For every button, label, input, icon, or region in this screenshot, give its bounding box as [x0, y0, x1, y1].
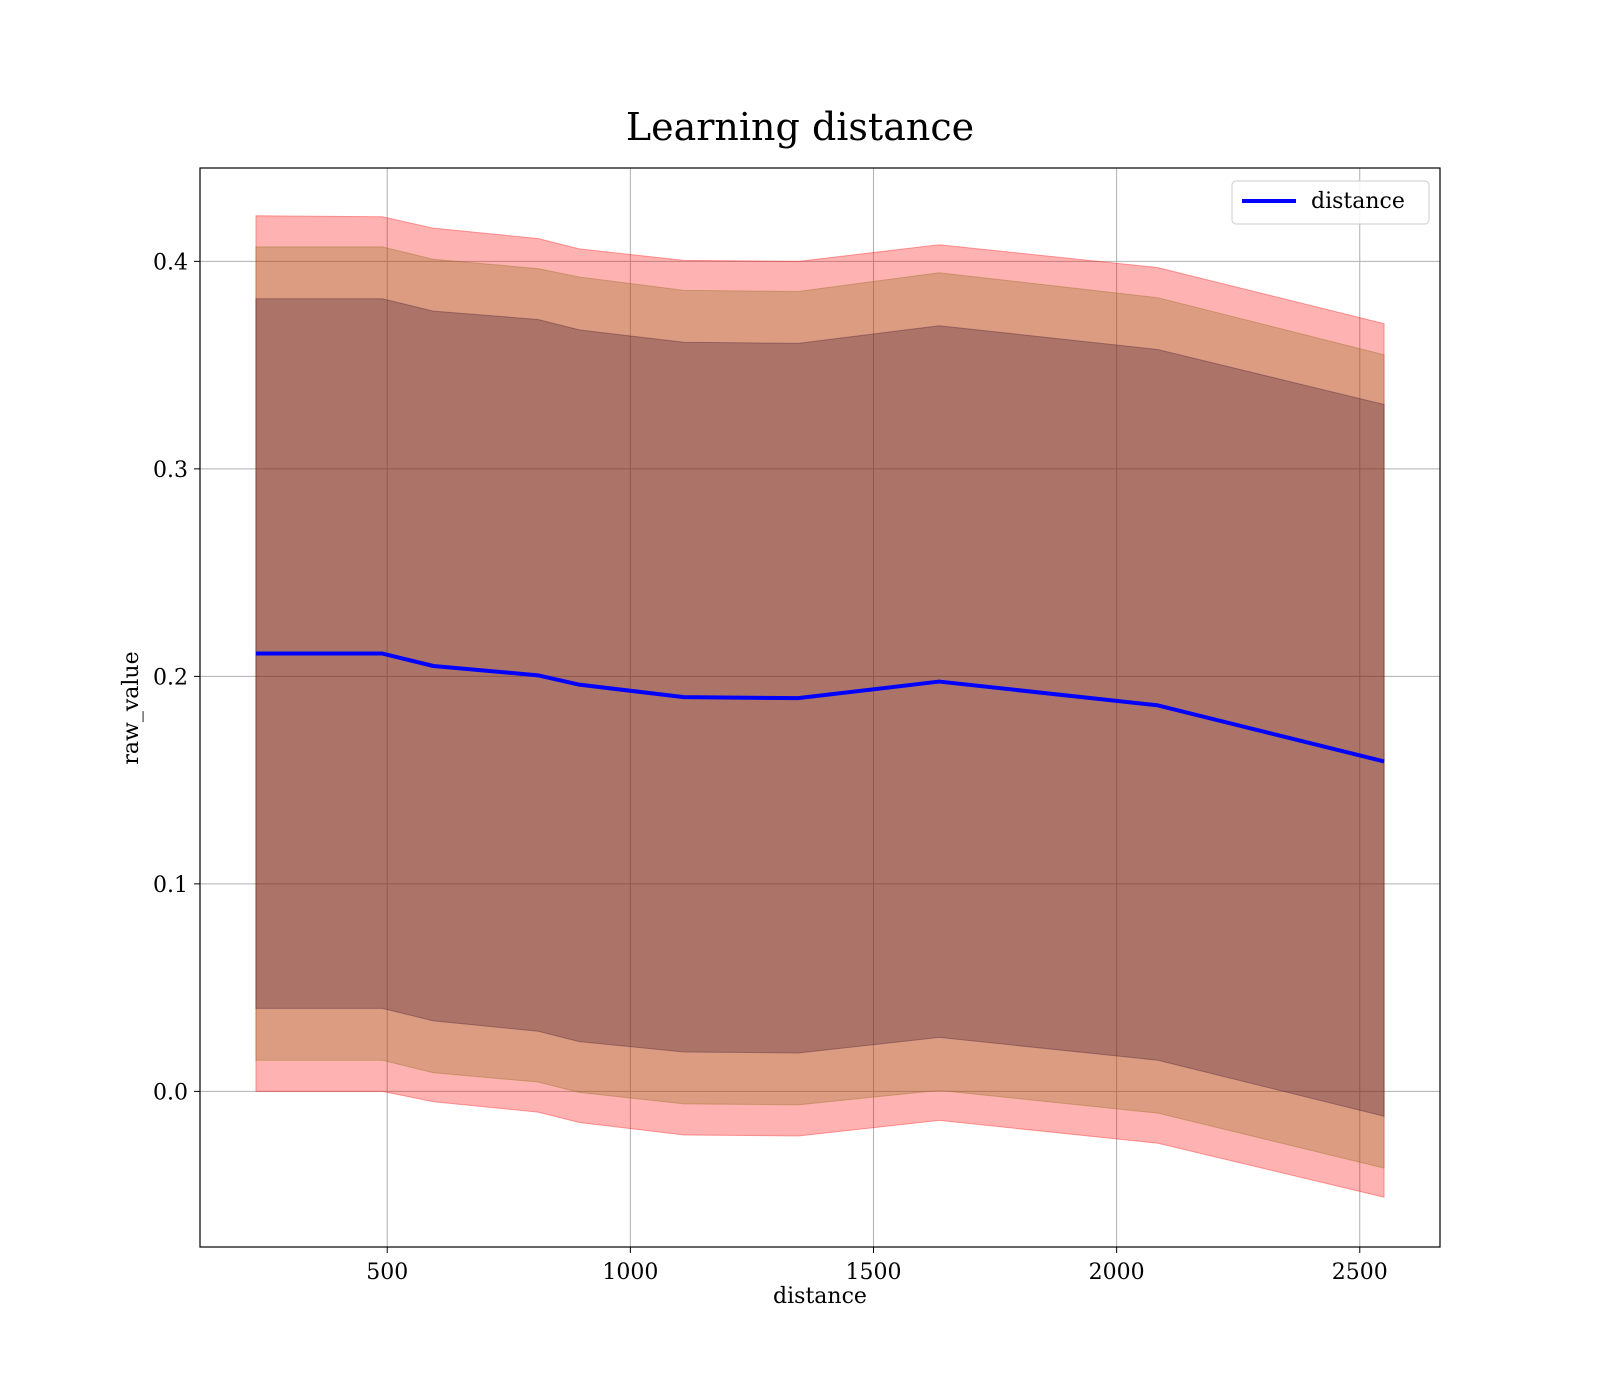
series-lines	[255, 651, 1385, 764]
legend-entry-distance: distance	[1311, 189, 1405, 214]
y-tick-label: 0.4	[153, 250, 188, 275]
plot-frame	[199, 167, 1441, 1248]
band-mid	[255, 246, 1385, 1169]
confidence-bands	[255, 215, 1385, 1198]
series-line-distance	[255, 651, 1385, 764]
x-tick-label: 2000	[1089, 1260, 1145, 1285]
x-tick-label: 500	[366, 1260, 408, 1285]
y-tick-label: 0.2	[153, 665, 188, 690]
y-tick-label: 0.1	[153, 873, 188, 898]
x-tick-label: 2500	[1332, 1260, 1388, 1285]
y-axis-label: raw_value	[119, 651, 144, 764]
y-tick-label: 0.0	[153, 1080, 188, 1105]
x-axis-ticks: 500 1000 1500 2000 2500	[366, 1247, 1388, 1285]
x-tick-label: 1500	[845, 1260, 901, 1285]
x-tick-label: 1000	[602, 1260, 658, 1285]
grid-lines	[200, 168, 1440, 1247]
y-axis-ticks: 0.0 0.1 0.2 0.3 0.4	[153, 250, 200, 1105]
band-outer	[255, 215, 1385, 1198]
x-axis-label: distance	[773, 1284, 867, 1309]
y-tick-label: 0.3	[153, 458, 188, 483]
legend: distance	[1231, 180, 1430, 225]
chart-title: Learning distance	[626, 105, 974, 149]
band-inner	[255, 298, 1385, 1117]
legend-box	[1231, 180, 1430, 225]
